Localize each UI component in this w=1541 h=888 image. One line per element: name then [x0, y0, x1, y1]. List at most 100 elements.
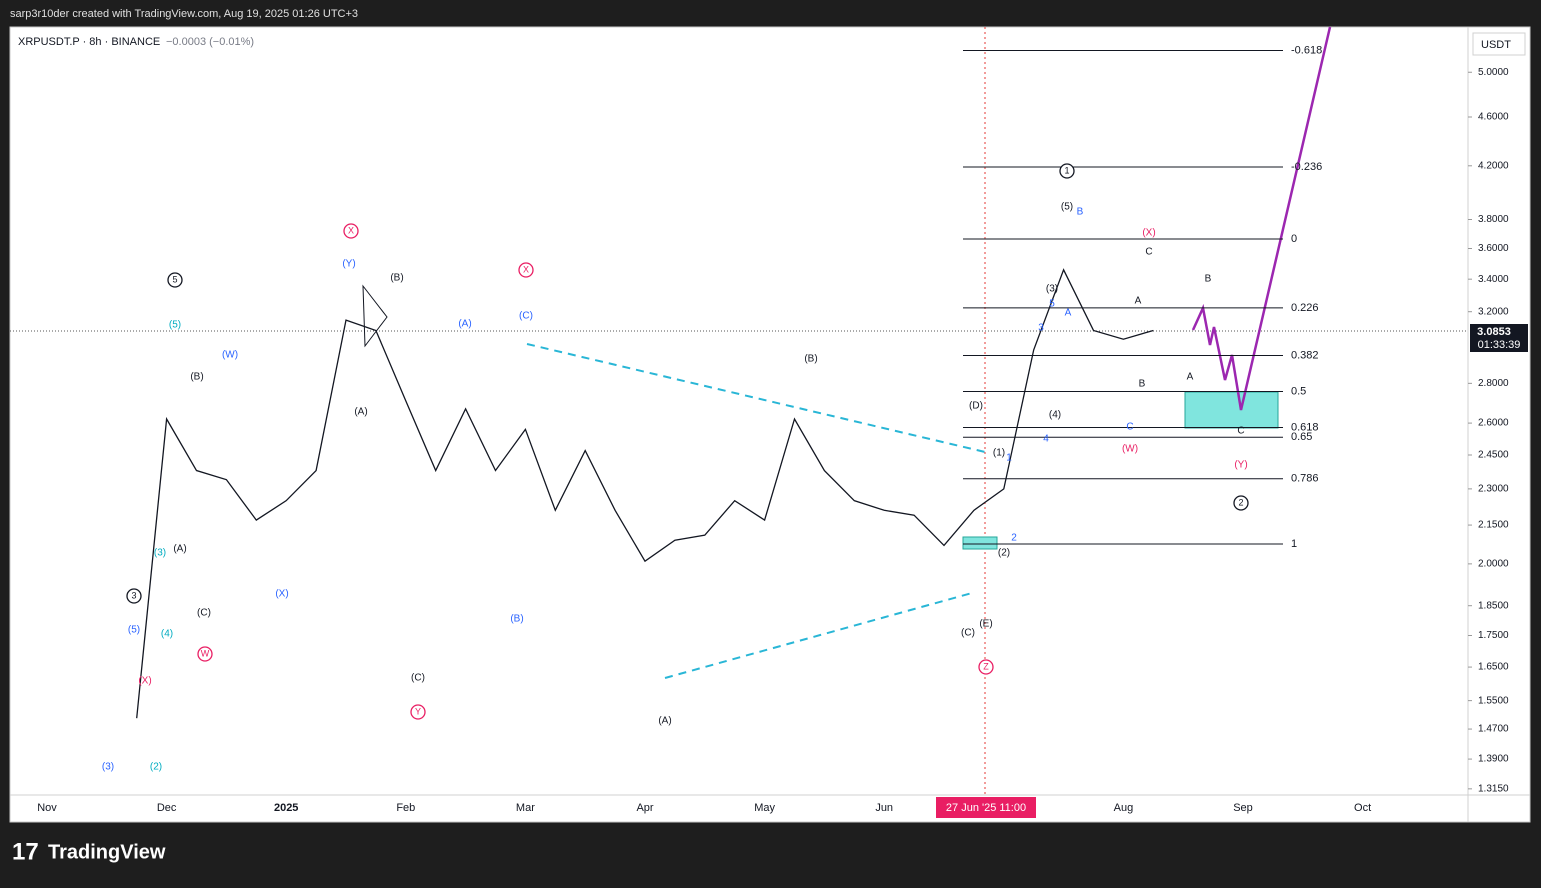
- price-line: [136, 268, 1154, 719]
- fib-label: 1: [1291, 538, 1297, 550]
- wave-label: 4: [1043, 434, 1049, 445]
- crosshair-label: 27 Jun '25 11:00: [946, 802, 1026, 814]
- wave-label: (W): [222, 350, 238, 361]
- wave-label: (3): [102, 762, 114, 773]
- fib-label: 0.618: [1291, 421, 1319, 433]
- wave-label: 5: [172, 274, 177, 284]
- y-tick-label: 1.5500: [1478, 695, 1509, 706]
- x-tick-label: Nov: [37, 802, 57, 814]
- wave-label: (Y): [342, 259, 355, 270]
- wave-label: Y: [415, 706, 421, 716]
- small-zone: [962, 536, 998, 550]
- wave-label: (E): [979, 619, 992, 630]
- y-tick-label: 3.4000: [1478, 274, 1509, 285]
- y-tick-label: 1.7500: [1478, 630, 1509, 641]
- wave-label: (2): [150, 762, 162, 773]
- x-tick-label: Apr: [636, 802, 653, 814]
- wave-circle: [167, 272, 183, 288]
- crosshair-label-box: [936, 797, 1036, 818]
- wave-label: (4): [1049, 410, 1061, 421]
- x-tick-label: Sep: [1233, 802, 1253, 814]
- fib-label: -0.236: [1291, 161, 1322, 173]
- wave-label: (4): [161, 629, 173, 640]
- wave-circle: [978, 659, 994, 675]
- triangle-lower: [664, 592, 973, 679]
- wave-label: (3): [154, 548, 166, 559]
- target-zone: [1184, 391, 1279, 429]
- x-tick-label: Dec: [157, 802, 177, 814]
- projection: [1191, 26, 1332, 411]
- y-tick-label: 1.6500: [1478, 662, 1509, 673]
- wave-label: 1: [1064, 165, 1069, 175]
- header: sarp3r10der created with TradingView.com…: [10, 8, 358, 20]
- change: −0.0003 (−0.01%): [166, 36, 254, 48]
- brand: TradingView: [48, 841, 166, 863]
- y-tick-label: 4.6000: [1478, 112, 1509, 123]
- price-tag-value: 3.0853: [1477, 326, 1511, 338]
- y-tick-label: 2.3000: [1478, 484, 1509, 495]
- wave-label: Z: [983, 661, 989, 671]
- y-tick-label: 2.0000: [1478, 559, 1509, 570]
- wave-label: 2: [1011, 533, 1017, 544]
- y-tick-label: 2.8000: [1478, 378, 1509, 389]
- wave-label: C: [1145, 247, 1152, 258]
- currency-box[interactable]: [1472, 32, 1526, 56]
- wave-circle: [126, 588, 142, 604]
- wave-label: B: [1205, 274, 1212, 285]
- triangle-upper: [526, 343, 986, 453]
- price-tag: [1470, 324, 1528, 352]
- wave-label: (5): [169, 320, 181, 331]
- y-tick-label: 3.8000: [1478, 214, 1509, 225]
- wave-label: (X): [1142, 228, 1155, 239]
- wave-label: 3: [1038, 323, 1044, 334]
- wave-label: B: [1139, 379, 1146, 390]
- wave-circle: [343, 223, 359, 239]
- wave-circle: [410, 704, 426, 720]
- wave-label: (B): [510, 614, 523, 625]
- fib-label: 0.65: [1291, 431, 1312, 443]
- wave-label: (X): [138, 676, 151, 687]
- y-tick-label: 2.6000: [1478, 418, 1509, 429]
- wave-label: (Y): [1234, 460, 1247, 471]
- fib-label: 0: [1291, 233, 1297, 245]
- wave-label: (5): [1061, 202, 1073, 213]
- wave-circle: [1233, 495, 1249, 511]
- x-tick-label: May: [754, 802, 775, 814]
- currency[interactable]: USDT: [1481, 39, 1511, 51]
- fib-label: 0.5: [1291, 385, 1306, 397]
- wave-label: X: [348, 225, 354, 235]
- wave-label: (C): [411, 673, 425, 684]
- wave-label: (A): [354, 407, 367, 418]
- wave-label: (B): [390, 273, 403, 284]
- wave-label: W: [201, 648, 210, 658]
- wave-label: (C): [519, 311, 533, 322]
- y-tick-label: 1.4700: [1478, 724, 1509, 735]
- wave-circle: [1059, 163, 1075, 179]
- y-tick-label: 1.3150: [1478, 783, 1509, 794]
- wave-label: (A): [658, 716, 671, 727]
- x-tick-label: Aug: [1114, 802, 1134, 814]
- y-tick-label: 3.2000: [1478, 306, 1509, 317]
- wave-label: (5): [128, 625, 140, 636]
- wave-label: (D): [969, 401, 983, 412]
- wave-label: 3: [131, 590, 136, 600]
- y-tick-label: 2.4500: [1478, 450, 1509, 461]
- wave-label: 5: [1049, 299, 1055, 310]
- y-tick-label: 4.2000: [1478, 160, 1509, 171]
- y-tick-label: 2.1500: [1478, 520, 1509, 531]
- wave-label: (A): [458, 319, 471, 330]
- wave-label: (B): [190, 372, 203, 383]
- wave-label: (1): [993, 448, 1005, 459]
- wave-label: (3): [1046, 284, 1058, 295]
- wave-label: (C): [197, 608, 211, 619]
- wave-label: (C): [961, 628, 975, 639]
- wave-label: A: [1187, 372, 1194, 383]
- wave-label: C: [1126, 422, 1133, 433]
- wave-label: A: [1065, 308, 1072, 319]
- fib-label: 0.226: [1291, 302, 1319, 314]
- wave-label: (A): [173, 544, 186, 555]
- wave-label: (B): [804, 354, 817, 365]
